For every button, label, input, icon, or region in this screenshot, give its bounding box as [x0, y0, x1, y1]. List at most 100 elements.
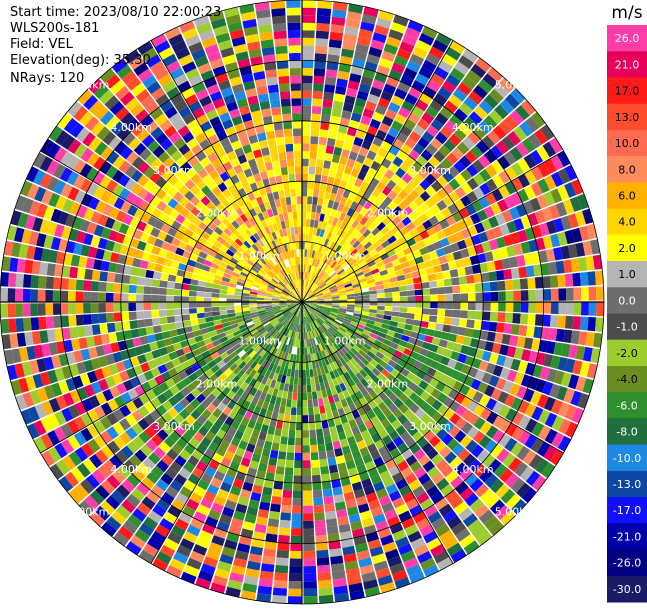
ppi-gate: [219, 306, 227, 310]
ppi-gate: [303, 536, 314, 544]
ppi-gate: [91, 292, 99, 302]
ppi-gate: [302, 143, 310, 151]
ppi-gate: [426, 267, 435, 275]
ppi-gate: [297, 347, 300, 355]
ppi-gate: [303, 543, 315, 551]
ppi-gate: [303, 460, 311, 468]
ppi-gate: [271, 496, 281, 505]
ppi-gate: [467, 284, 475, 293]
ppi-gate: [277, 61, 289, 69]
ppi-gate: [277, 144, 285, 153]
ppi-gate: [169, 268, 178, 276]
ppi-gate: [434, 330, 443, 338]
ppi-gate: [445, 310, 453, 318]
ppi-gate: [30, 289, 38, 302]
ppi-gate: [121, 303, 129, 312]
ppi-gate: [415, 302, 423, 308]
ppi-gate: [422, 289, 430, 295]
ppi-gate: [274, 31, 287, 40]
ppi-gate: [298, 234, 301, 242]
ppi-gate: [280, 436, 288, 444]
ppi-gate: [277, 459, 286, 468]
ppi-gate: [415, 289, 423, 295]
ppi-gate: [290, 76, 301, 84]
ppi-gate: [166, 303, 174, 309]
ppi-gate: [189, 297, 197, 302]
ppi-gate: [162, 266, 171, 274]
ppi-gate: [284, 189, 290, 197]
ppi-gate: [319, 137, 328, 146]
ppi-gate: [392, 287, 400, 293]
ppi-gate: [317, 391, 323, 399]
range-label: 3.00km: [153, 164, 195, 177]
ppi-gate: [266, 131, 275, 140]
ppi-gate: [558, 288, 566, 301]
ppi-gate: [273, 191, 280, 200]
ppi-gate: [152, 318, 160, 326]
ppi-gate: [293, 128, 301, 136]
ppi-gate: [159, 280, 167, 288]
ppi-gate: [400, 302, 408, 307]
ppi-gate: [174, 315, 182, 322]
ppi-gate: [404, 324, 413, 331]
ppi-gate: [302, 23, 315, 31]
colorbar-tick-label: -26.0: [613, 557, 641, 570]
range-label: 4.00km: [452, 121, 494, 134]
ppi-gate: [306, 212, 311, 220]
ppi-gate: [269, 146, 278, 155]
ppi-gate: [573, 316, 582, 330]
ppi-gate: [302, 30, 315, 38]
ppi-gate: [0, 288, 8, 302]
ppi-gate: [333, 441, 342, 450]
ppi-gate: [280, 91, 290, 99]
ppi-gate: [263, 548, 276, 557]
ppi-gate: [68, 303, 76, 314]
ppi-gate: [415, 308, 423, 314]
ppi-gate: [308, 174, 314, 182]
ppi-gate: [302, 196, 307, 204]
ppi-gate: [91, 281, 99, 291]
ppi-gate: [400, 307, 408, 312]
ppi-gate: [488, 271, 497, 281]
ppi-gate: [270, 99, 280, 108]
ppi-gate: [468, 293, 476, 301]
range-label: 2.00km: [196, 377, 238, 390]
ppi-gate: [311, 452, 319, 460]
ppi-gate: [511, 268, 520, 279]
ppi-gate: [581, 287, 589, 301]
ppi-gate: [309, 227, 313, 235]
ppi-gate: [282, 174, 289, 182]
ppi-gate: [316, 542, 328, 550]
colorbar-tick-label: 0.0: [618, 294, 636, 307]
ppi-gate: [298, 227, 302, 235]
ppi-gate: [279, 190, 285, 198]
ppi-gate: [310, 144, 318, 152]
ppi-gate: [285, 136, 293, 144]
ppi-gate: [295, 174, 301, 182]
ppi-gate: [287, 15, 301, 23]
ppi-gate: [284, 129, 293, 137]
ppi-gate: [242, 296, 250, 299]
ppi-gate: [297, 196, 302, 204]
ppi-gate: [413, 277, 421, 284]
ppi-gate: [430, 295, 438, 301]
range-label: 3.00km: [409, 164, 451, 177]
ppi-gate: [272, 595, 287, 604]
ppi-gate: [528, 290, 536, 301]
ppi-gate: [317, 152, 325, 160]
ppi-gate: [347, 304, 355, 307]
colorbar: m/s26.021.017.013.010.08.06.04.02.01.00.…: [607, 3, 647, 603]
range-label: 4.00km: [110, 463, 152, 476]
ppi-gate: [313, 189, 319, 197]
ppi-gate: [303, 438, 310, 446]
ppi-gate: [314, 414, 321, 422]
ppi-gate: [323, 92, 334, 101]
ppi-gate: [53, 316, 61, 328]
ppi-gate: [370, 294, 378, 298]
ppi-gate: [426, 329, 435, 337]
ppi-gate: [551, 302, 559, 314]
ppi-gate: [296, 242, 299, 250]
ppi-gate: [329, 426, 337, 435]
ppi-gate: [282, 106, 292, 114]
ppi-gate: [268, 84, 279, 93]
